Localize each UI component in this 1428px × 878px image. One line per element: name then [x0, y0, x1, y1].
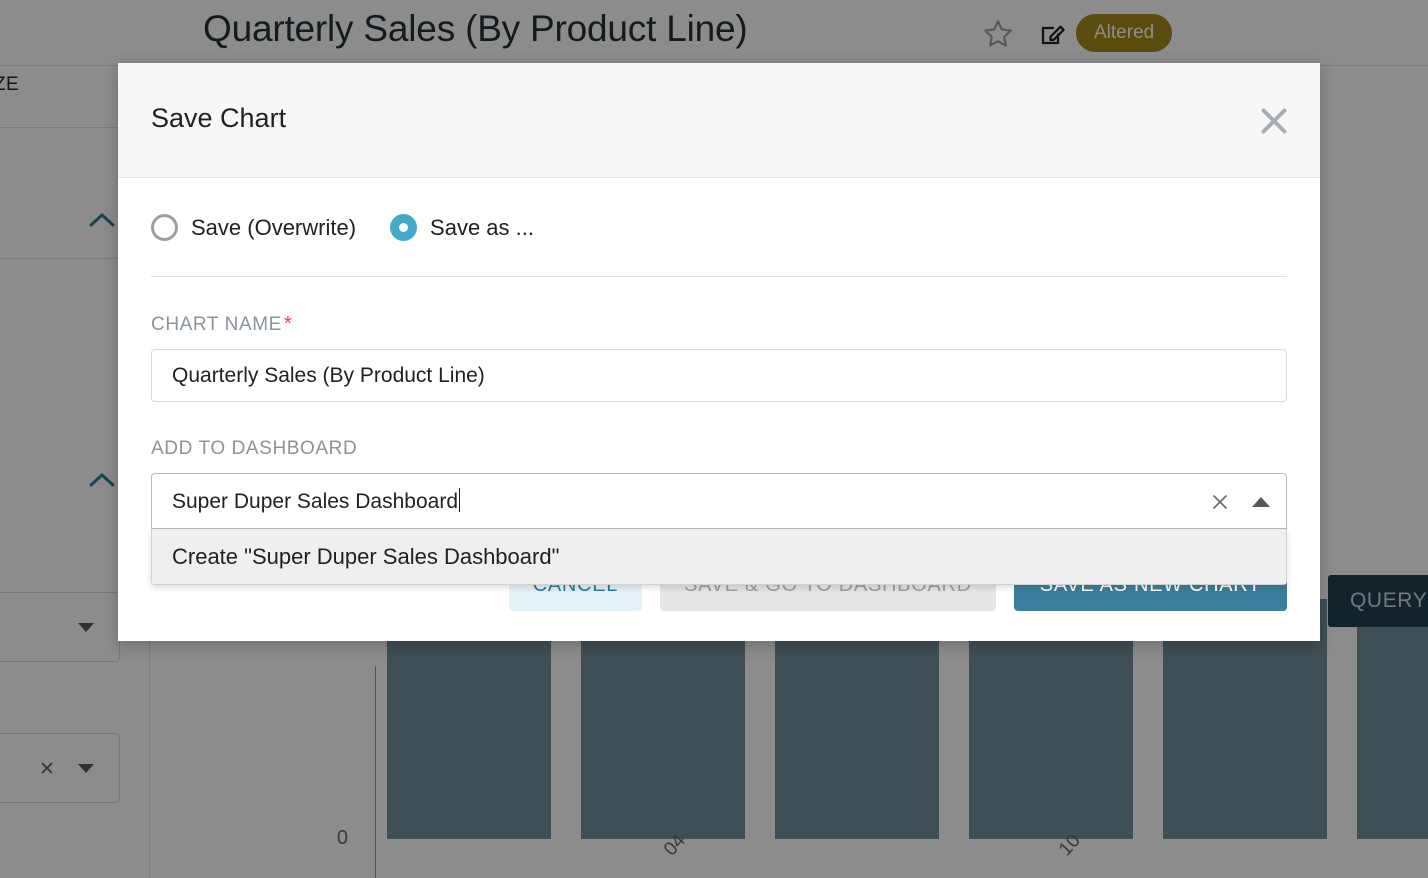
edit-pencil-icon[interactable]: [1038, 18, 1068, 48]
panel-divider: [0, 127, 150, 128]
save-mode-radio-group: Save (Overwrite) Save as ...: [151, 214, 1287, 241]
radio-save-as[interactable]: Save as ...: [390, 214, 534, 241]
dashboard-select-control[interactable]: Super Duper Sales Dashboard: [151, 473, 1287, 529]
caret-up-icon[interactable]: [1252, 497, 1270, 507]
modal-title: Save Chart: [151, 103, 287, 133]
add-to-dashboard-label: ADD TO DASHBOARD: [151, 438, 358, 459]
dashboard-select-actions: [1210, 474, 1270, 530]
modal-body: Save (Overwrite) Save as ... CHART NAME *…: [118, 178, 1320, 585]
chart-name-label-text: CHART NAME: [151, 314, 282, 335]
clear-x-icon[interactable]: ✕: [39, 759, 55, 780]
dashboard-select-value: Super Duper Sales Dashboard: [172, 488, 461, 514]
required-asterisk: *: [283, 313, 293, 335]
control-dropdown[interactable]: [0, 592, 120, 662]
chart-bar: [1357, 599, 1428, 839]
radio-save-overwrite[interactable]: Save (Overwrite): [151, 214, 356, 241]
dashboard-select: Super Duper Sales Dashboard Create "Supe…: [151, 473, 1287, 585]
save-chart-modal: Save Chart Save (Overwrite) Save as ... …: [118, 63, 1320, 641]
close-icon[interactable]: [1256, 103, 1292, 139]
run-query-button[interactable]: QUERY: [1328, 575, 1428, 627]
panel-divider: [0, 258, 150, 259]
chart-name-label: CHART NAME *: [151, 313, 1287, 336]
y-axis-tick-label: 0: [336, 827, 348, 849]
dashboard-select-value-text: Super Duper Sales Dashboard: [172, 490, 459, 513]
radio-label: Save (Overwrite): [191, 214, 357, 240]
caret-down-icon[interactable]: [78, 764, 94, 773]
section-divider: [151, 276, 1287, 277]
chart-name-input[interactable]: [151, 349, 1287, 402]
control-panel-section-label: ZE: [0, 74, 20, 95]
radio-label: Save as ...: [430, 214, 534, 240]
radio-indicator-selected[interactable]: [390, 214, 418, 241]
y-axis-line: [375, 666, 376, 878]
clear-x-icon[interactable]: [1210, 492, 1230, 512]
dashboard-select-option-create[interactable]: Create "Super Duper Sales Dashboard": [152, 529, 1286, 584]
chevron-up-icon[interactable]: [89, 212, 115, 228]
page-title: Quarterly Sales (By Product Line): [203, 8, 748, 49]
modal-header: Save Chart: [118, 63, 1320, 178]
caret-down-icon[interactable]: [78, 623, 94, 632]
star-outline-icon[interactable]: [982, 18, 1014, 50]
dashboard-select-menu: Create "Super Duper Sales Dashboard": [151, 529, 1287, 585]
control-dropdown[interactable]: [0, 733, 120, 803]
radio-indicator-unselected[interactable]: [151, 214, 178, 241]
chevron-up-icon[interactable]: [89, 472, 115, 488]
text-cursor: [459, 488, 461, 512]
status-badge: Altered: [1076, 14, 1173, 52]
